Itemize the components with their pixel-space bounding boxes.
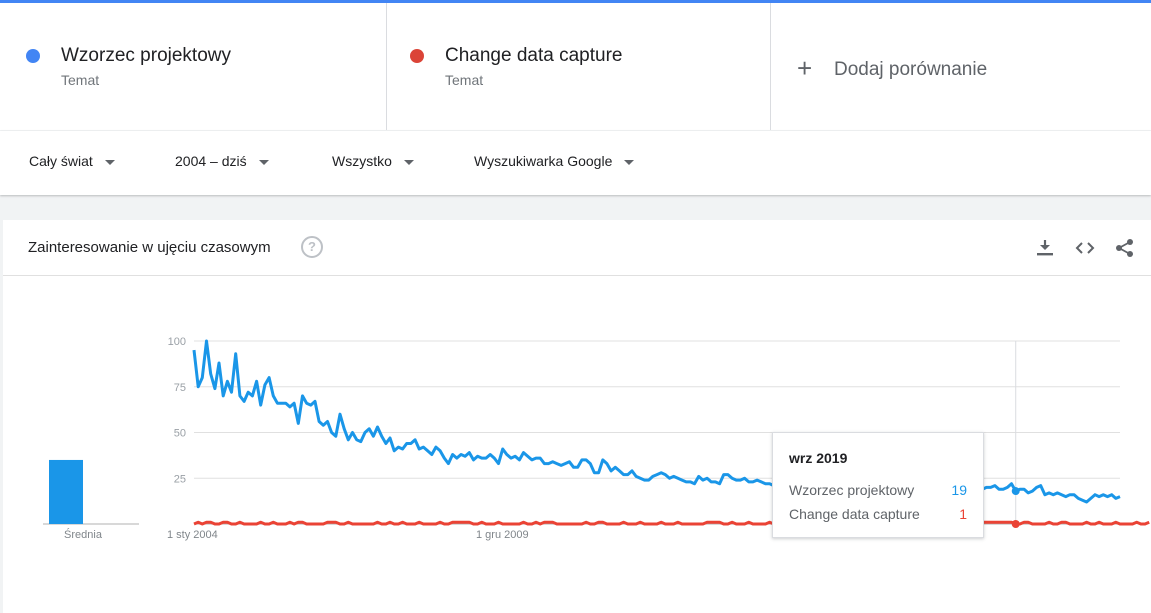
top-accent-line: [0, 0, 1151, 3]
y-tick-label: 50: [174, 428, 186, 440]
add-comparison-label: Dodaj porównanie: [834, 59, 988, 80]
tooltip-row-wzorzec: Wzorzec projektowy 19: [789, 482, 967, 498]
dropdown-caret-icon: [403, 159, 414, 165]
add-comparison-button[interactable]: + Dodaj porównanie: [771, 3, 1151, 130]
category-filter-dropdown[interactable]: Wszystko: [332, 153, 414, 169]
dropdown-caret-icon: [104, 159, 115, 165]
hover-point-change-data-capture: [1011, 520, 1020, 528]
comparison-bar: Wzorzec projektowy Temat Change data cap…: [0, 3, 1151, 130]
region-filter-dropdown[interactable]: Cały świat: [29, 153, 115, 169]
card-title: Zainteresowanie w ujęciu czasowym: [28, 239, 271, 256]
tooltip-series-value: 1: [959, 506, 967, 522]
help-circle-icon[interactable]: ?: [301, 236, 323, 258]
plus-icon: +: [797, 53, 813, 83]
chart-series[interactable]: [192, 339, 1150, 528]
red-series-dot-icon: [410, 49, 424, 63]
blue-series-dot-icon: [26, 49, 40, 63]
y-tick-label: 25: [174, 473, 186, 485]
hover-point-wzorzec-projektowy: [1011, 487, 1020, 496]
search-type-filter-label: Wyszukiwarka Google: [474, 153, 613, 169]
average-bar[interactable]: [49, 459, 83, 524]
dropdown-caret-icon: [258, 159, 269, 165]
term-name: Change data capture: [445, 45, 623, 66]
embed-code-icon[interactable]: [1074, 237, 1096, 259]
chart-tooltip: wrz 2019 Wzorzec projektowy 19 Change da…: [772, 432, 984, 538]
share-icon[interactable]: [1114, 237, 1136, 259]
term-name: Wzorzec projektowy: [61, 45, 231, 66]
card-header: Zainteresowanie w ujęciu czasowym ?: [3, 220, 1151, 276]
y-axis-ticks: 100 75 50 25: [168, 336, 186, 485]
term-type: Temat: [445, 72, 484, 88]
time-range-filter-label: 2004 – dziś: [175, 153, 247, 169]
interest-over-time-card: Zainteresowanie w ujęciu czasowym ?: [3, 220, 1151, 613]
category-filter-label: Wszystko: [332, 153, 392, 169]
average-label: Średnia: [64, 528, 103, 541]
time-range-filter-dropdown[interactable]: 2004 – dziś: [175, 153, 269, 169]
y-tick-label: 100: [168, 336, 186, 348]
region-filter-label: Cały świat: [29, 153, 93, 169]
term-card-change-data-capture[interactable]: Change data capture Temat: [387, 3, 771, 130]
tooltip-row-cdc: Change data capture 1: [789, 506, 967, 522]
tooltip-date: wrz 2019: [789, 450, 848, 466]
search-type-filter-dropdown[interactable]: Wyszukiwarka Google: [474, 153, 635, 169]
tooltip-series-name: Wzorzec projektowy: [789, 482, 915, 498]
x-tick-label: 1 sty 2004: [167, 529, 218, 541]
download-icon[interactable]: [1034, 237, 1056, 259]
term-type: Temat: [61, 72, 100, 88]
x-tick-label: 1 gru 2009: [476, 529, 529, 541]
filter-bar: Cały świat 2004 – dziś Wszystko Wyszukiw…: [0, 131, 1151, 195]
term-card-wzorzec-projektowy[interactable]: Wzorzec projektowy Temat: [0, 3, 387, 130]
series-line-change-data-capture[interactable]: [193, 520, 1150, 526]
tooltip-series-name: Change data capture: [789, 506, 920, 522]
dropdown-caret-icon: [624, 159, 635, 165]
tooltip-series-value: 19: [951, 482, 967, 498]
average-chart: Średnia: [43, 459, 139, 541]
y-tick-label: 75: [174, 382, 186, 394]
